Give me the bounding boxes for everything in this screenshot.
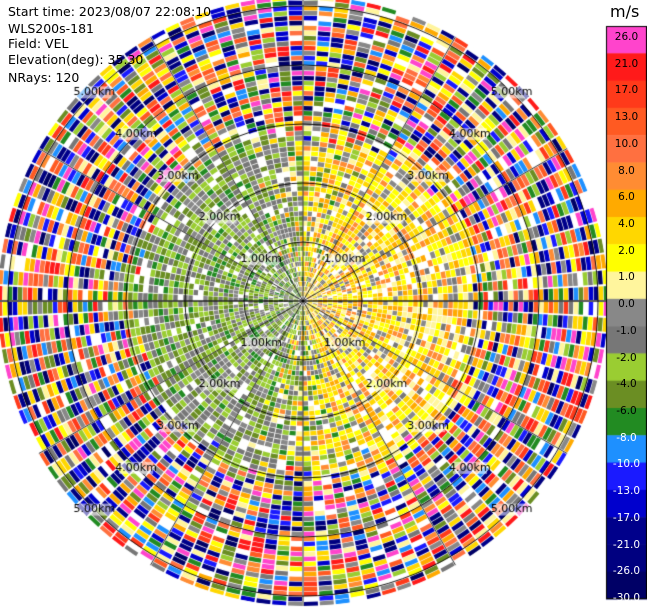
colorbar-tick-label: -4.0 bbox=[616, 378, 637, 391]
field-label: Field: VEL bbox=[8, 36, 69, 51]
colorbar-tick-label: -21.0 bbox=[612, 538, 641, 551]
station-label: WLS200s-181 bbox=[8, 21, 94, 36]
colorbar-tick-label: 0.0 bbox=[618, 298, 635, 311]
colorbar-tick-label: -6.0 bbox=[616, 405, 637, 417]
colorbar-tick-label: -30.0 bbox=[612, 592, 641, 604]
colorbar-tick-label: 21.0 bbox=[614, 57, 639, 70]
colorbar-unit: m/s bbox=[610, 2, 640, 21]
colorbar-tick-label: 8.0 bbox=[618, 164, 635, 177]
colorbar-tick-label: -8.0 bbox=[616, 431, 637, 444]
colorbar-tick-label: -13.0 bbox=[612, 485, 641, 498]
colorbar-tick-label: 13.0 bbox=[614, 111, 639, 124]
elevation-label: Elevation(deg): 35.30 bbox=[8, 52, 144, 67]
colorbar-tick-label: 10.0 bbox=[614, 137, 639, 150]
colorbar-tick-label: 26.0 bbox=[614, 31, 639, 43]
colorbar-tick-label: -26.0 bbox=[612, 565, 641, 578]
colorbar-tick-label: 6.0 bbox=[618, 191, 635, 204]
colorbar-tick-label: -17.0 bbox=[612, 511, 641, 524]
colorbar-tick-label: -1.0 bbox=[616, 324, 637, 337]
colorbar-tick-label: 17.0 bbox=[614, 84, 639, 97]
colorbar-tick-label: 1.0 bbox=[618, 271, 635, 284]
colorbar-tick-label: -2.0 bbox=[616, 351, 637, 364]
colorbar-tick-label: -10.0 bbox=[612, 458, 641, 471]
colorbar-tick-label: 4.0 bbox=[618, 218, 635, 230]
colorbar-tick-label: 2.0 bbox=[618, 244, 635, 257]
start-time-label: Start time: 2023/08/07 22:08:10 bbox=[8, 4, 212, 19]
nrays-label: NRays: 120 bbox=[8, 70, 80, 85]
